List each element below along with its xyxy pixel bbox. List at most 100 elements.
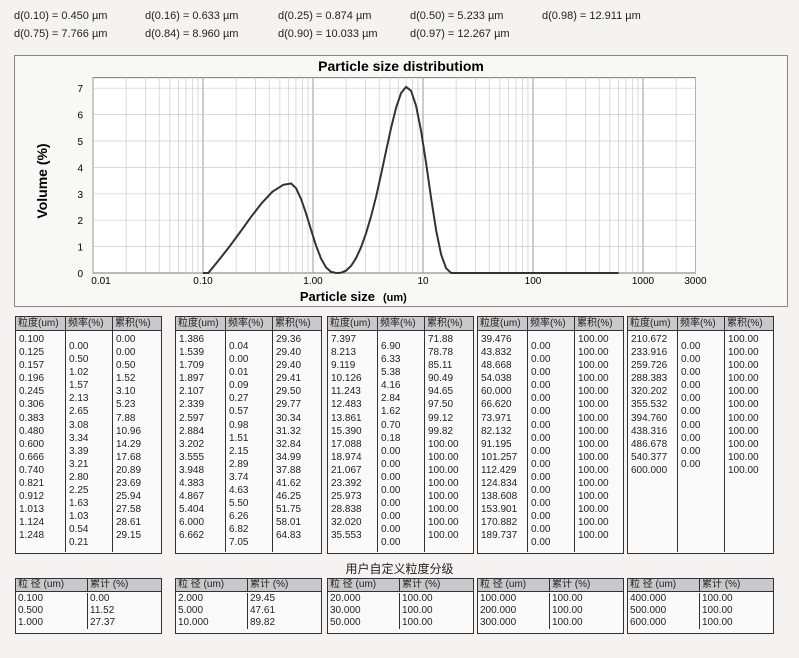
table-cell: 1.02 xyxy=(69,367,89,379)
size-table: 粒度(um) 频率(%) 累积(%) 39.476 43.832 48.668 54.038… xyxy=(477,316,624,554)
column-header: 粒 径 (um) xyxy=(628,579,700,591)
table-header: 粒度(um) 频率(%) 累积(%) xyxy=(478,317,623,331)
size-cell: 2.000 xyxy=(176,593,248,605)
table-cell: 7.397 xyxy=(331,334,357,345)
table-cell: 0.21 xyxy=(69,537,89,549)
table-cell: 15.390 xyxy=(331,425,362,437)
table-cell: 0.00 xyxy=(531,419,551,431)
table-cell: 0.00 xyxy=(381,537,401,549)
table-cell: 2.107 xyxy=(179,386,205,398)
table-row: 0.500 11.52 xyxy=(16,605,161,617)
table-cell: 100.00 xyxy=(578,425,609,437)
table-cell: 540.377 xyxy=(631,451,668,463)
table-cell: 29.41 xyxy=(276,373,302,385)
table-cell: 78.78 xyxy=(428,347,454,359)
table-cell: 112.429 xyxy=(481,464,517,476)
size-cell: 300.000 xyxy=(478,617,550,629)
column-header: 粒度(um) xyxy=(628,317,678,330)
table-cell: 0.245 xyxy=(19,386,45,398)
table-cell: 1.897 xyxy=(179,373,205,385)
table-row: 2.000 29.45 xyxy=(176,593,321,605)
table-cell: 355.532 xyxy=(631,399,668,411)
table-cell: 0.00 xyxy=(116,334,136,345)
table-cell: 0.00 xyxy=(681,367,701,379)
table-cell: 100.00 xyxy=(428,478,459,490)
table-cell: 0.98 xyxy=(229,419,249,431)
cumulative-cell: 0.00 xyxy=(90,593,110,604)
table-cell: 189.737 xyxy=(481,530,518,542)
freq-column: 6.90 6.33 5.38 4.16 2.84 1.62 0.70 0.18 0.00 0.00… xyxy=(378,331,425,552)
column-header: 粒 径 (um) xyxy=(16,579,88,591)
table-cell: 438.316 xyxy=(631,425,668,437)
size-table: 粒度(um) 频率(%) 累积(%) 1.386 1.539 1.709 1.897 2.10… xyxy=(175,316,322,554)
table-cell: 0.600 xyxy=(19,438,45,450)
size-cell: 400.000 xyxy=(628,593,700,605)
table-cell: 100.00 xyxy=(428,451,459,463)
table-cell: 29.40 xyxy=(276,360,302,372)
table-cell: 100.00 xyxy=(578,399,609,411)
table-cell: 3.39 xyxy=(69,445,89,457)
table-cell: 101.257 xyxy=(481,451,518,463)
cum-column: 29.36 29.40 29.40 29.41 29.50 29.77 30.34 31.32… xyxy=(273,331,321,552)
x-tick-label: 0.01 xyxy=(91,276,111,287)
table-cell: 3.202 xyxy=(179,438,205,450)
d-value: d(0.16) = 0.633 µm xyxy=(145,10,239,22)
y-tick-label: 1 xyxy=(77,243,83,254)
table-cell: 20.89 xyxy=(116,464,142,476)
cumulative-cell: 100.00 xyxy=(402,617,433,628)
table-cell: 3.08 xyxy=(69,419,89,431)
size-cell: 0.500 xyxy=(16,605,88,617)
table-cell: 0.00 xyxy=(531,432,551,444)
table-cell: 73.971 xyxy=(481,412,512,424)
table-cell: 3.555 xyxy=(179,451,205,463)
table-cell: 100.00 xyxy=(578,464,609,476)
table-cell: 90.49 xyxy=(428,373,454,385)
column-header: 粒度(um) xyxy=(328,317,378,330)
size-column: 7.397 8.213 9.119 10.126 11.243 12.483 13.861 1… xyxy=(328,331,378,552)
table-cell: 0.00 xyxy=(531,393,551,405)
table-cell: 100.00 xyxy=(428,464,459,476)
table-cell: 0.00 xyxy=(531,458,551,470)
table-cell: 99.12 xyxy=(428,412,454,424)
table-cell: 11.243 xyxy=(331,386,361,398)
table-cell: 100.00 xyxy=(728,399,759,411)
table-cell: 3.21 xyxy=(69,458,89,470)
table-row: 600.000 100.00 xyxy=(628,617,773,629)
table-cell: 0.00 xyxy=(531,485,551,497)
particle-size-chart: 0 1 2 3 4 5 6 7 0.01 0.10 1.00 10 100 1000 3000 Particl… xyxy=(14,55,788,307)
cumulative-cell: 100.00 xyxy=(552,605,583,616)
d-value: d(0.98) = 12.911 µm xyxy=(542,10,641,22)
table-cell: 0.821 xyxy=(19,478,45,490)
table-cell: 0.00 xyxy=(381,471,401,483)
table-cell: 0.00 xyxy=(531,406,551,418)
table-cell: 10.96 xyxy=(116,425,142,437)
column-header: 累积(%) xyxy=(115,318,151,329)
table-cell: 37.88 xyxy=(276,464,302,476)
table-cell: 18.974 xyxy=(331,451,362,463)
table-cell: 100.00 xyxy=(578,438,609,450)
column-header: 粒 径 (um) xyxy=(176,579,248,591)
table-cell: 6.90 xyxy=(381,341,401,352)
table-cell: 28.838 xyxy=(331,504,362,516)
table-cell: 2.80 xyxy=(69,471,89,483)
table-cell: 100.00 xyxy=(428,504,459,516)
table-cell: 2.13 xyxy=(69,393,89,405)
column-header: 累积(%) xyxy=(275,318,311,329)
table-cell: 0.00 xyxy=(681,341,701,352)
table-cell: 100.00 xyxy=(728,386,759,398)
table-cell: 4.383 xyxy=(179,478,205,490)
table-row: 500.000 100.00 xyxy=(628,605,773,617)
table-cell: 233.916 xyxy=(631,347,668,359)
table-cell: 91.195 xyxy=(481,438,512,450)
table-cell: 1.52 xyxy=(116,373,136,385)
table-cell: 0.00 xyxy=(69,341,89,352)
column-header: 累积(%) xyxy=(577,318,613,329)
table-cell: 0.100 xyxy=(19,334,45,345)
table-cell: 0.00 xyxy=(531,380,551,392)
table-cell: 100.00 xyxy=(578,360,609,372)
size-cell: 30.000 xyxy=(328,605,400,617)
table-cell: 25.973 xyxy=(331,491,362,503)
table-row: 0.100 0.00 xyxy=(16,593,161,605)
size-cell: 0.100 xyxy=(16,593,88,605)
table-cell: 100.00 xyxy=(428,530,459,542)
